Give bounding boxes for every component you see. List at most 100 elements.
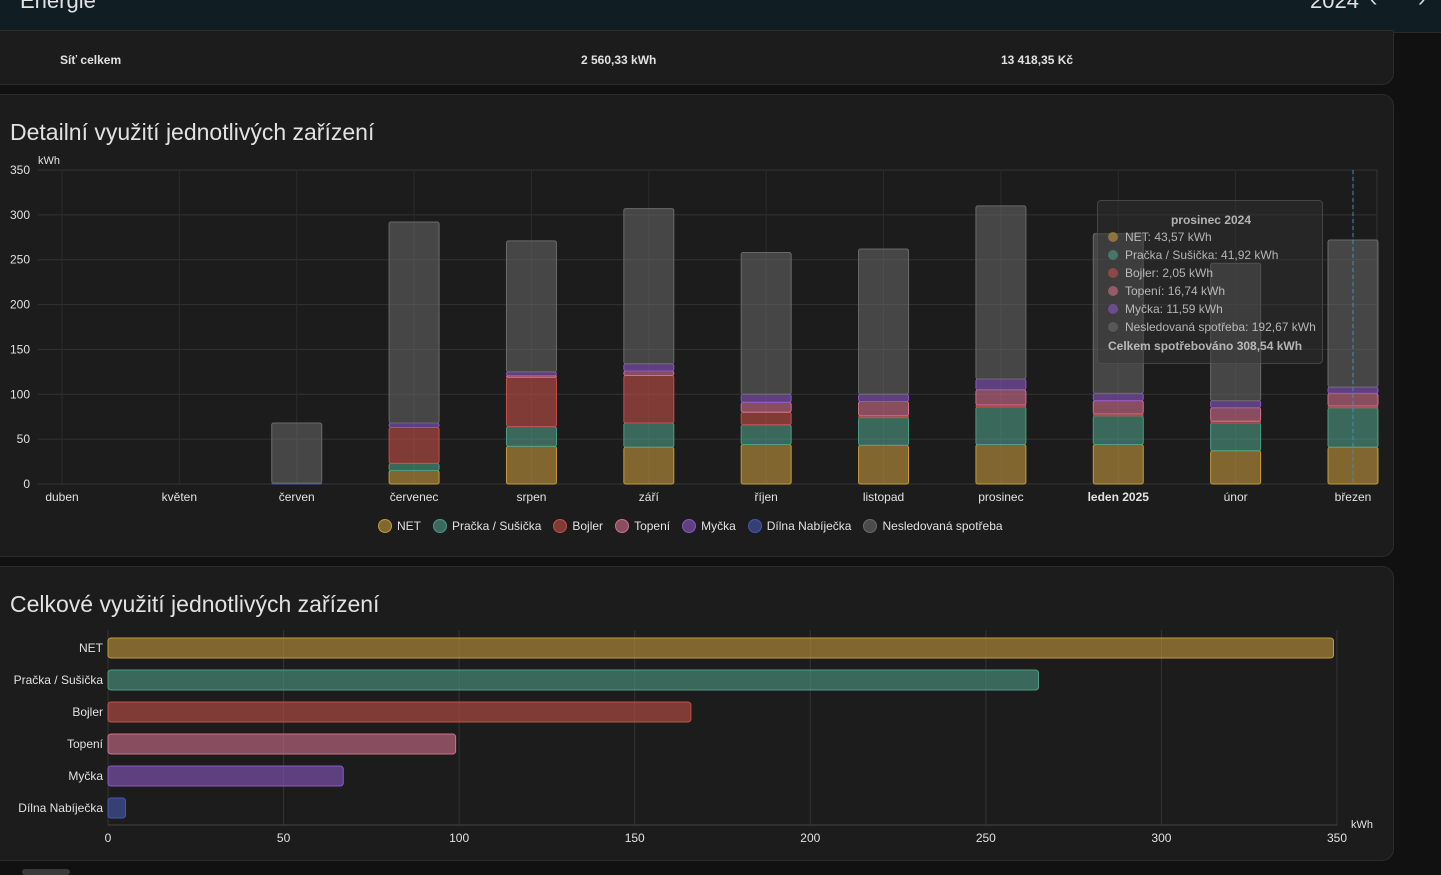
horizontal-scrollbar[interactable] [22, 869, 70, 875]
detail-usage-chart[interactable]: 0 50 100 150 200 250 300 350 kWh duben květen červe… [0, 150, 1394, 510]
x-tick-label: 50 [277, 831, 291, 845]
bar-segment [1210, 422, 1262, 452]
bar-segment [1092, 392, 1144, 402]
total-bar [107, 733, 457, 755]
period-label: 2024 [1310, 0, 1359, 13]
tooltip-title: prosinec 2024 [1170, 213, 1252, 227]
x-tick-label: duben [45, 490, 78, 504]
tooltip-dot [1108, 232, 1118, 242]
bar-segment [623, 208, 675, 365]
tooltip-row-text: Nesledovaná spotřeba: 192,67 kWh [1125, 320, 1316, 334]
bar-segment [388, 221, 440, 424]
tooltip-row-bojler: Bojler: 2,05 kWh [1108, 266, 1213, 280]
tooltip-dot [1108, 268, 1118, 278]
legend-item[interactable]: NET [378, 519, 421, 533]
total-usage-chart[interactable]: 0 50 100 150 200 250 300 350 kWh NET Pračka / Suši… [0, 625, 1394, 855]
bar-segment [1092, 400, 1144, 415]
bar-segment [975, 444, 1027, 485]
x-axis-unit: kWh [1351, 819, 1373, 831]
legend-swatch [615, 519, 630, 533]
chart-legend: NET Pračka / Sušička Bojler Topení Myčka Díln… [378, 519, 1015, 533]
tooltip-dot [1108, 304, 1118, 314]
x-tick-label: 350 [1327, 831, 1347, 845]
tooltip-row-text: Myčka: 11,59 kWh [1125, 302, 1223, 316]
bar-segment [388, 470, 440, 485]
legend-swatch [378, 519, 392, 533]
bar-segment [975, 406, 1027, 446]
bar-segment [740, 444, 792, 485]
bar-segment [1210, 262, 1262, 402]
category-label: Myčka [68, 769, 103, 783]
bar-segment [1092, 415, 1144, 446]
bar-segment [740, 393, 792, 403]
total-bar [107, 765, 344, 787]
legend-item[interactable]: Dílna Nabíječka [747, 519, 851, 533]
chevron-right-icon[interactable]: › [1418, 0, 1425, 12]
bar-segment [740, 411, 792, 426]
legend-label: Bojler [572, 519, 604, 533]
x-tick-label: říjen [755, 490, 778, 504]
legend-item[interactable]: Topení [615, 519, 670, 533]
bar-segment [388, 462, 440, 472]
bar-segment [623, 374, 675, 424]
legend-item[interactable]: Nesledovaná spotřeba [863, 519, 1003, 533]
y-tick-label: 150 [10, 342, 30, 356]
bar-segment [388, 422, 440, 428]
bar-segment [1327, 407, 1379, 448]
bar-segment [505, 426, 557, 447]
tooltip-row-mycka: Myčka: 11,59 kWh [1108, 302, 1223, 316]
tooltip-row-text: Topení: 16,74 kWh [1125, 284, 1226, 298]
bar-segment [1210, 407, 1262, 422]
legend-item[interactable]: Myčka [682, 519, 736, 533]
x-tick-label: 100 [449, 831, 469, 845]
tooltip-row-text: Bojler: 2,05 kWh [1125, 266, 1214, 280]
tooltip-row-nesledovana: Nesledovaná spotřeba: 192,67 kWh [1108, 320, 1316, 334]
bar-segment [975, 389, 1027, 406]
bar-segment [505, 376, 557, 428]
legend-swatch [553, 519, 568, 533]
bar-segment [858, 400, 910, 417]
bar-segment [858, 248, 910, 395]
bar-segment [975, 378, 1027, 391]
x-tick-label: prosinec [978, 490, 1023, 504]
tooltip-row-text: Pračka / Sušička: 41,92 kWh [1125, 248, 1279, 262]
bar-segment [623, 363, 675, 372]
bar-segment [858, 417, 910, 446]
legend-item[interactable]: Bojler [553, 519, 603, 533]
x-tick-label: 0 [105, 831, 112, 845]
tooltip-dot [1108, 286, 1118, 296]
tooltip-dot [1108, 250, 1118, 260]
bar-segment [388, 426, 440, 464]
bar-segment [1092, 444, 1144, 485]
bar-segment [858, 444, 910, 485]
tooltip-row-net: NET: 43,57 kWh [1108, 230, 1212, 244]
y-tick-label: 250 [10, 253, 30, 267]
detail-chart-title: Detailní využití jednotlivých zařízení [10, 119, 375, 145]
legend-swatch [747, 519, 762, 533]
legend-label: Topení [634, 519, 671, 533]
x-tick-label: březen [1335, 490, 1372, 504]
top-app-bar: Energie 2024 ‹ › [0, 0, 1441, 33]
legend-item[interactable]: Pračka / Sušička [433, 519, 541, 533]
x-tick-label: červen [279, 490, 315, 504]
tooltip-total: Celkem spotřebováno 308,54 kWh [1108, 339, 1303, 353]
x-tick-label: listopad [863, 490, 904, 504]
bar-segment [271, 422, 323, 484]
x-tick-label: září [639, 490, 660, 504]
total-bar [107, 637, 1334, 659]
category-label: Dílna Nabíječka [18, 801, 103, 815]
page-title: Energie [20, 0, 96, 13]
chevron-left-icon[interactable]: ‹ [1370, 0, 1377, 12]
x-tick-label: 150 [625, 831, 645, 845]
x-tick-label: 300 [1151, 831, 1171, 845]
bar-segment [505, 371, 557, 376]
x-tick-label: květen [162, 490, 197, 504]
tooltip-row-text: NET: 43,57 kWh [1125, 230, 1212, 244]
category-label: Pračka / Sušička [14, 673, 104, 687]
y-tick-label: 200 [10, 298, 30, 312]
x-tick-label: leden 2025 [1088, 490, 1150, 504]
bar-segment [505, 445, 557, 485]
legend-swatch [682, 519, 697, 533]
grid-total-energy: 2 560,33 kWh [581, 53, 657, 67]
bar-segment [740, 252, 792, 395]
